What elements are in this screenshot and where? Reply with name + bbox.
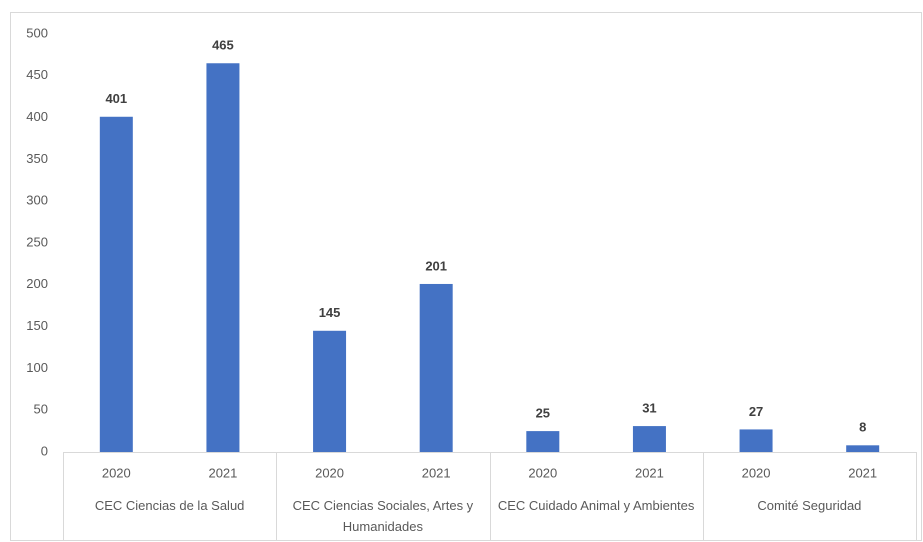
bar: [526, 431, 560, 452]
y-tick-label: 200: [26, 276, 48, 291]
x-tick-label: 2020: [742, 465, 771, 480]
value-label: 27: [749, 404, 763, 419]
value-label: 201: [425, 258, 447, 273]
y-tick-label: 0: [41, 443, 48, 458]
group-label: CEC Ciencias Sociales, Artes y Humanidad…: [292, 498, 474, 534]
value-label: 145: [319, 305, 341, 320]
value-label: 8: [859, 420, 866, 435]
bar: [206, 63, 240, 452]
y-tick-label: 150: [26, 318, 48, 333]
group-label-box: CEC Ciencias de la Salud: [94, 498, 245, 513]
bar: [846, 445, 880, 452]
x-tick-label: 2021: [208, 465, 237, 480]
y-tick-label: 300: [26, 193, 48, 208]
y-tick-label: 400: [26, 109, 48, 124]
group-label: CEC Ciencias de la Salud: [94, 498, 245, 513]
bar: [419, 283, 453, 452]
group-label: Comité Seguridad: [757, 498, 862, 513]
x-tick-label: 2021: [635, 465, 664, 480]
y-tick-label: 250: [26, 234, 48, 249]
y-tick-label: 100: [26, 360, 48, 375]
chart-frame: [10, 12, 922, 541]
value-label: 31: [642, 401, 656, 416]
group-label-box: CEC Ciencias Sociales, Artes y Humanidad…: [292, 498, 474, 534]
bar: [632, 426, 666, 452]
x-tick-label: 2021: [422, 465, 451, 480]
value-label: 401: [105, 91, 127, 106]
value-label: 25: [536, 406, 550, 421]
bar: [739, 429, 773, 452]
y-tick-label: 500: [26, 25, 48, 40]
x-tick-label: 2020: [528, 465, 557, 480]
y-tick-label: 450: [26, 67, 48, 82]
group-label-box: Comité Seguridad: [757, 498, 862, 513]
group-label-box: CEC Cuidado Animal y Ambientes: [497, 498, 695, 513]
y-tick-label: 350: [26, 151, 48, 166]
group-label: CEC Cuidado Animal y Ambientes: [497, 498, 695, 513]
value-label: 465: [212, 38, 234, 53]
y-tick-label: 50: [34, 402, 48, 417]
x-tick-label: 2020: [315, 465, 344, 480]
x-tick-label: 2021: [848, 465, 877, 480]
bar: [99, 116, 133, 452]
bar: [313, 330, 347, 452]
x-tick-label: 2020: [102, 465, 131, 480]
